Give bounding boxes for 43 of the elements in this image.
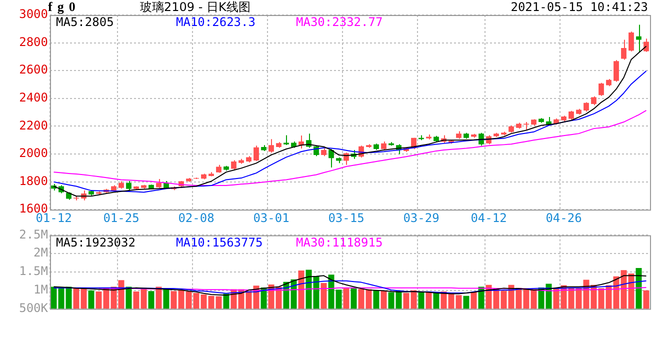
chart-title: 玻璃2109 - 日K线图 [140,0,250,14]
text: MA10:2623.3 [176,15,256,30]
y-tick-label: 2400 [19,90,48,105]
candlestick [126,180,132,192]
y-tick-label: 2000 [19,146,48,160]
text: MA30:1118915 [296,235,383,250]
y-tick-label: 2.5M [19,227,48,242]
candlestick [268,138,274,154]
x-tick-label: 03-15 [328,210,364,225]
y-tick-label: 2200 [19,118,48,132]
x-tick-label: 04-26 [546,210,582,225]
candlestick [298,135,304,149]
y-tick-label: 2M [34,246,48,260]
candlestick [231,160,236,170]
x-tick-label: 01-25 [103,210,140,225]
candlestick [328,148,334,168]
y-tick-label: 2800 [19,34,48,49]
y-tick-label: 1.5M [19,264,48,278]
x-tick-label: 03-01 [253,210,290,225]
text: fg0 [48,0,80,14]
text: 2021-05-15 10:41:23 [510,0,648,14]
x-tick-label: 04-12 [470,210,507,225]
y-tick-label: 1800 [19,174,48,188]
candlestick [636,24,642,52]
text: MA5:1923032 [56,235,136,250]
candlestick [644,38,649,52]
candlestick [584,102,589,112]
candlestick [254,145,259,162]
candlestick [284,134,289,146]
candlestick [621,39,626,60]
y-tick-label: 3000 [19,7,48,22]
candlestick [614,60,619,82]
text: MA30:2332.77 [296,15,383,30]
candlestick [478,132,484,146]
x-tick-label: 02-08 [178,210,214,225]
x-tick-label: 03-29 [403,210,440,225]
text: MA5:2805 [56,15,114,30]
y-tick-label: 500K [19,300,49,315]
text: MA10:1563775 [176,235,263,250]
y-tick-label: 2600 [19,62,48,77]
candlestick [598,82,604,96]
candlestick [628,31,634,52]
y-tick-label: 1M [34,282,48,297]
